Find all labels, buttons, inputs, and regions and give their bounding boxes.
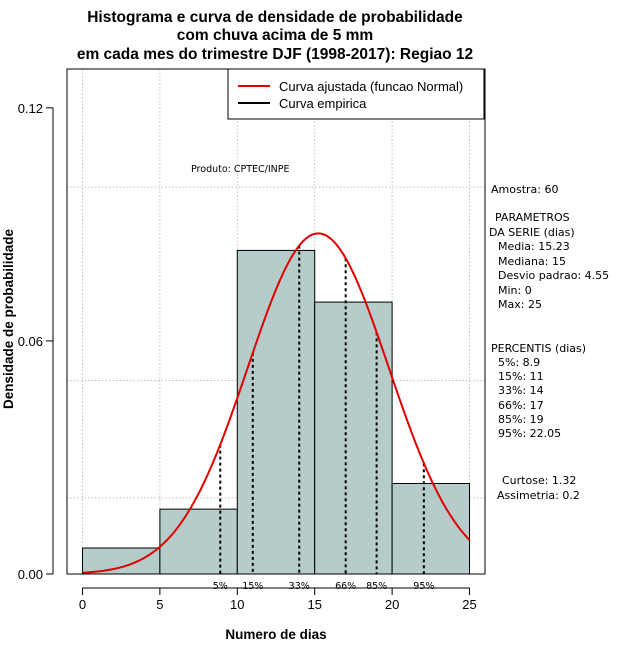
percentile-markers: 5% 15% 33% 66% 85% 95%	[213, 245, 434, 592]
x-tick-label-5: 25	[462, 597, 476, 612]
param-max: Max: 25	[498, 298, 542, 311]
percentile-15: 15%: 11	[498, 370, 544, 383]
percentile-95: 95%: 22.05	[498, 427, 561, 440]
y-tick-label-1: 0.06	[18, 334, 43, 349]
y-tick-label-0: 0.00	[18, 567, 43, 582]
x-axis-title: Numero de dias	[225, 627, 326, 642]
x-tick-label-2: 10	[230, 597, 244, 612]
x-tick-label-0: 0	[79, 597, 86, 612]
percentile-label-4: 85%	[366, 581, 387, 592]
parameters-subheading: DA SERIE (dias)	[489, 226, 575, 239]
param-median: Mediana: 15	[498, 255, 566, 268]
percentile-33: 33%: 14	[498, 384, 544, 397]
skewness: Assimetria: 0.2	[497, 489, 580, 502]
statistics-panel: Amostra: 60 PARAMETROS DA SERIE (dias) M…	[489, 183, 609, 502]
kurtosis: Curtose: 1.32	[502, 474, 576, 487]
param-min: Min: 0	[498, 284, 532, 297]
x-tick-label-4: 20	[385, 597, 399, 612]
normal-curve-layer	[82, 232, 471, 574]
percentile-label-5: 95%	[413, 581, 434, 592]
histogram-bar-0	[81, 547, 161, 575]
histogram-bars	[81, 249, 471, 575]
legend-label-empirical: Curva empirica	[279, 96, 367, 111]
legend: Curva ajustada (funcao Normal) Curva emp…	[227, 68, 485, 120]
axes: 0 5 10 15 20 25 0.00 0.06 0.12	[18, 101, 477, 612]
legend-box	[227, 68, 485, 120]
histogram-bar-2	[236, 249, 316, 575]
x-tick-label-1: 5	[156, 597, 163, 612]
sample-size: Amostra: 60	[491, 183, 558, 196]
percentile-66: 66%: 17	[498, 399, 544, 412]
producer-annotation: Produto: CPTEC/INPE	[191, 164, 290, 175]
percentile-85: 85%: 19	[498, 413, 544, 426]
percentile-label-2: 33%	[289, 581, 310, 592]
y-tick-label-2: 0.12	[18, 101, 43, 116]
x-tick-label-3: 15	[307, 597, 321, 612]
histogram-bar-1	[159, 508, 238, 575]
param-mean: Media: 15.23	[498, 240, 570, 253]
chart-title-line-2: com chuva acima de 5 mm	[177, 27, 373, 44]
normal-fit-curve	[82, 232, 471, 574]
percentile-label-1: 15%	[242, 581, 263, 592]
histogram-bar-4	[391, 482, 471, 575]
legend-label-fitted: Curva ajustada (funcao Normal)	[279, 79, 463, 94]
chart-title-line-1: Histograma e curva de densidade de proba…	[87, 9, 463, 26]
chart-title-line-3: em cada mes do trimestre DJF (1998-2017)…	[77, 46, 473, 63]
param-std-dev: Desvio padrao: 4.55	[498, 269, 609, 282]
percentile-label-3: 66%	[335, 581, 356, 592]
percentiles-heading: PERCENTIS (dias)	[491, 342, 586, 355]
percentile-5: 5%: 8.9	[498, 356, 540, 369]
parameters-heading: PARAMETROS	[495, 211, 570, 224]
percentile-label-0: 5%	[213, 581, 228, 592]
y-axis-title: Densidade de probabilidade	[1, 228, 16, 409]
